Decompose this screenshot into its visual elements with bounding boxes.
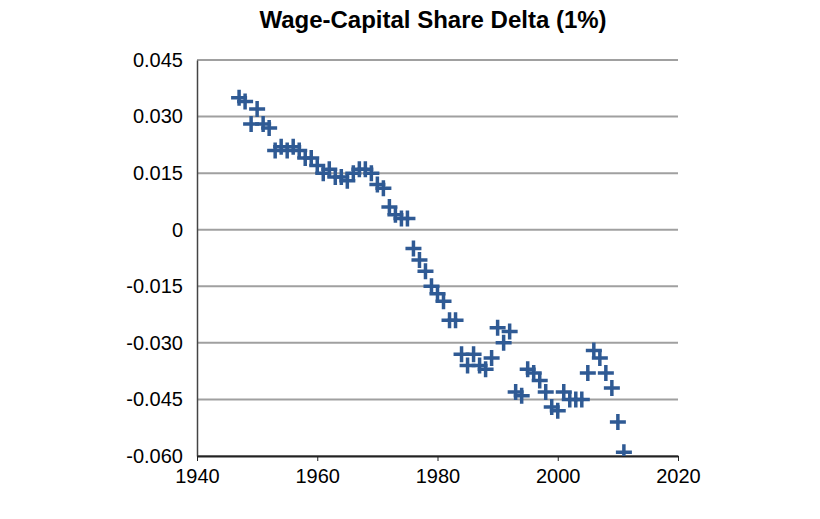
- x-tick-label: 2020: [656, 465, 701, 487]
- x-tick-label: 1980: [416, 465, 461, 487]
- y-tick-label: 0.030: [133, 105, 183, 127]
- y-axis-line: [197, 61, 199, 457]
- y-tick: -0.030: [126, 332, 197, 354]
- point: [610, 414, 626, 430]
- point: [502, 324, 518, 340]
- points: [231, 90, 632, 456]
- point: [550, 403, 566, 419]
- grid-line: [197, 342, 678, 344]
- y-tick: 0.015: [133, 162, 197, 184]
- y-tick-label: -0.015: [126, 275, 183, 297]
- y-tick: 0.045: [133, 49, 197, 71]
- x-axis: 1940 1960 1980 2000 2020: [175, 456, 701, 487]
- point: [580, 365, 596, 381]
- title: Wage-Capital Share Delta (1%): [259, 6, 606, 33]
- y-tick: 0.030: [133, 105, 197, 127]
- y-tick-label: -0.045: [126, 388, 183, 410]
- point: [616, 444, 632, 456]
- point: [598, 365, 614, 381]
- y-tick-label: -0.060: [126, 445, 183, 467]
- grid-line: [197, 172, 678, 174]
- point: [514, 388, 530, 404]
- point: [399, 210, 415, 226]
- y-axis: -0.060 -0.045 -0.030 -0.015 0 0.015 0.030 0.045: [126, 49, 197, 467]
- grid-line: [197, 229, 678, 231]
- y-tick: -0.045: [126, 388, 197, 410]
- x-tick: 1980: [416, 456, 461, 487]
- grid: [197, 60, 678, 456]
- point: [592, 350, 608, 366]
- x-tick: 2020: [656, 456, 701, 487]
- point: [375, 180, 391, 196]
- point: [604, 380, 620, 396]
- grid-line: [197, 59, 678, 61]
- x-tick-mark: [197, 456, 198, 461]
- x-tick: 1960: [296, 456, 341, 487]
- x-tick-label: 2000: [536, 465, 581, 487]
- point: [490, 320, 506, 336]
- grid-line: [197, 116, 678, 118]
- x-tick-label: 1960: [296, 465, 341, 487]
- x-tick-mark: [678, 456, 679, 461]
- y-tick-label: -0.030: [126, 332, 183, 354]
- x-tick: 2000: [536, 456, 581, 487]
- x-tick-mark: [317, 456, 318, 461]
- x-tick-mark: [438, 456, 439, 461]
- point: [237, 93, 253, 109]
- x-tick: 1940: [175, 456, 220, 487]
- point: [436, 293, 452, 309]
- point: [261, 120, 277, 136]
- point: [484, 350, 500, 366]
- x-tick-mark: [558, 456, 559, 461]
- y-tick: 0: [172, 219, 197, 241]
- grid-line: [197, 398, 678, 400]
- y-tick: -0.015: [126, 275, 197, 297]
- y-tick-label: 0: [172, 219, 183, 241]
- point: [249, 101, 265, 117]
- chart: Wage-Capital Share Delta (1%) -0.060 -0.04…: [0, 0, 820, 519]
- point: [574, 391, 590, 407]
- point: [448, 312, 464, 328]
- x-tick-label: 1940: [175, 465, 220, 487]
- y-tick: -0.060: [126, 445, 197, 467]
- point: [538, 384, 554, 400]
- y-tick-label: 0.015: [133, 162, 183, 184]
- point: [417, 263, 433, 279]
- y-tick-label: 0.045: [133, 49, 183, 71]
